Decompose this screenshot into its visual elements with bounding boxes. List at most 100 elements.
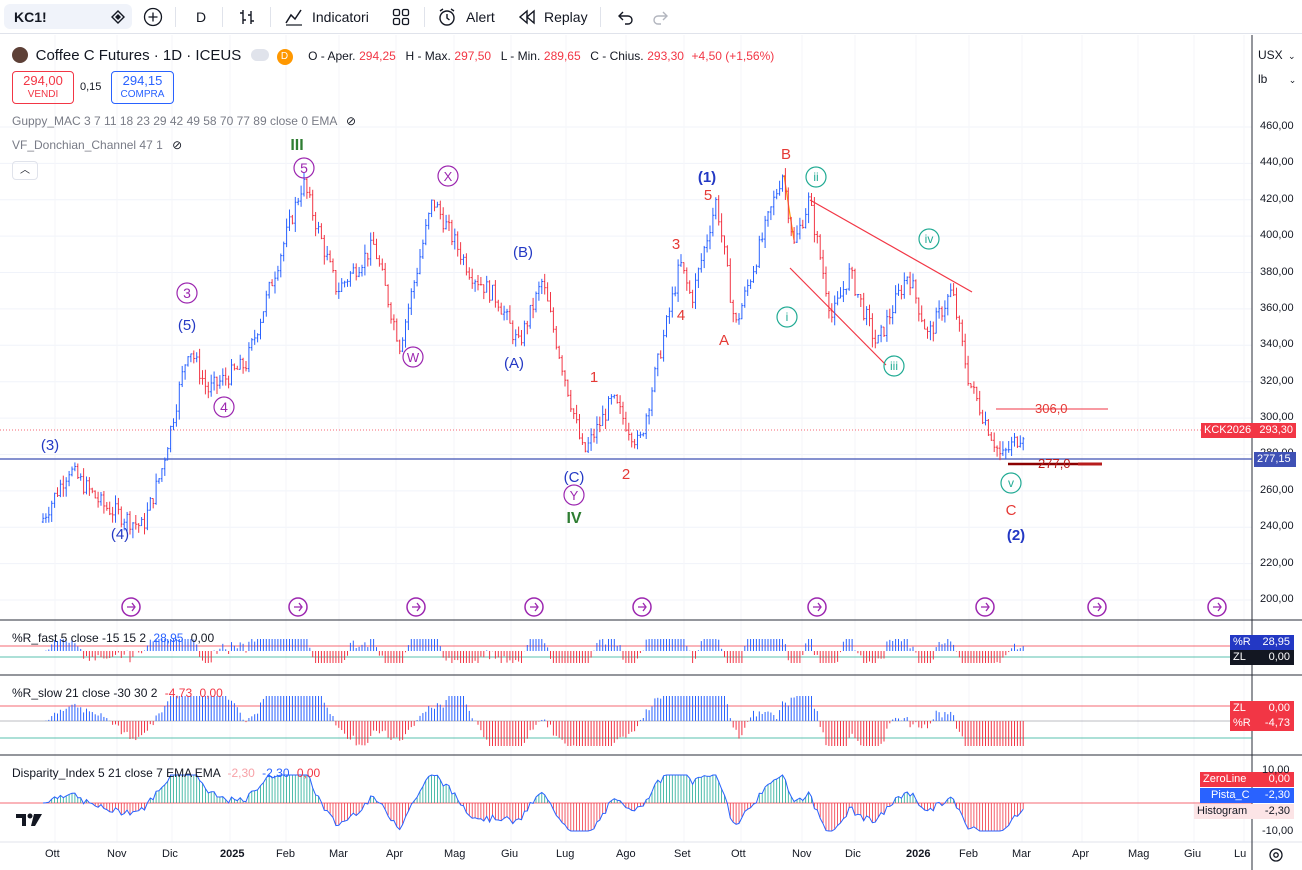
- tradingview-logo[interactable]: [14, 810, 46, 830]
- wave-C-paren: (C): [564, 469, 585, 486]
- unit-selector[interactable]: lb ⌄: [1258, 72, 1296, 86]
- event-marker: [288, 597, 308, 617]
- spread-value: 0,15: [80, 81, 102, 93]
- month-label: Nov: [107, 848, 127, 860]
- circled-labels-green: ii i iii iv v: [776, 166, 1022, 494]
- buy-button[interactable]: 294,15 COMPRA: [111, 71, 174, 104]
- last-price-tag: KCK2026: [1204, 424, 1252, 436]
- currency-label: USX: [1258, 48, 1283, 62]
- event-marker: [121, 597, 141, 617]
- wave-A-paren: (A): [504, 355, 524, 372]
- symbol-search-box[interactable]: KC1!: [4, 4, 132, 29]
- sell-label: VENDI: [27, 89, 59, 100]
- alert-icon[interactable]: [436, 6, 458, 28]
- circle-v-mark: [1000, 472, 1022, 494]
- line-277-label: 277,0: [1038, 456, 1071, 471]
- price-tick: 300,00: [1260, 411, 1294, 424]
- wave-3-paren: (3): [41, 437, 59, 454]
- alert-button[interactable]: Alert: [466, 9, 495, 25]
- arrow-right-icon: [1093, 602, 1102, 612]
- eye-off-icon[interactable]: ⊘: [346, 114, 357, 128]
- month-label: Ott: [45, 848, 60, 860]
- month-label: 2026: [906, 848, 931, 860]
- wave-B-paren: (B): [513, 244, 533, 261]
- last-price-badge: KCK2026 293,30: [1201, 423, 1296, 438]
- disparity-legend[interactable]: Disparity_Index 5 21 close 7 EMA EMA -2,…: [12, 766, 320, 780]
- disparity-tick-10: 10,00: [1262, 764, 1290, 776]
- wave-2-label: 2: [622, 466, 630, 483]
- layouts-icon[interactable]: [390, 6, 412, 28]
- eye-off-icon[interactable]: ⊘: [172, 138, 183, 152]
- rfast-badge-zl-value: 0,00: [1268, 651, 1290, 663]
- event-marker: [1207, 597, 1227, 617]
- indicators-button[interactable]: Indicatori: [312, 9, 369, 25]
- circle-v-label: v: [1008, 476, 1014, 490]
- compare-icon[interactable]: [108, 7, 128, 27]
- indicator-guppy[interactable]: Guppy_MAC 3 7 11 18 23 29 42 49 58 70 77…: [12, 114, 356, 128]
- circle-3-mark: [176, 282, 198, 304]
- hide-icon[interactable]: [250, 49, 269, 61]
- disparity-badge-hist-value: -2,30: [1264, 805, 1290, 817]
- close-value: 293,30: [647, 49, 684, 63]
- indicator-donchian[interactable]: VF_Donchian_Channel 47 1 ⊘: [12, 138, 182, 152]
- orange-trace: [783, 174, 795, 241]
- arrow-right-icon: [813, 602, 822, 612]
- symbol-label: KC1!: [14, 9, 47, 25]
- replay-icon[interactable]: [516, 6, 538, 28]
- disparity-value-2: -2,30: [262, 766, 290, 780]
- buy-price: 294,15: [122, 73, 163, 88]
- indicator-guppy-label: Guppy_MAC 3 7 11 18 23 29 42 49 58 70 77…: [12, 114, 337, 128]
- rfast-badge-zl-name: ZL: [1233, 651, 1246, 663]
- buy-label: COMPRA: [120, 89, 165, 100]
- arrow-right-icon: [1213, 602, 1222, 612]
- circle-i-mark: [776, 306, 798, 328]
- redo-icon[interactable]: [650, 6, 672, 28]
- circled-labels-purple: 5 3 4 W X Y: [176, 157, 585, 506]
- month-label: Feb: [959, 848, 978, 860]
- month-label: Lug: [556, 848, 575, 860]
- disparity-tick-neg10: -10,00: [1262, 825, 1294, 837]
- price-tick: 420,00: [1260, 192, 1294, 205]
- disparity-badge-pista: Pista_C -2,30: [1200, 788, 1294, 803]
- month-label: Lu: [1234, 848, 1247, 860]
- change-value: +4,50 (+1,56%): [691, 49, 775, 63]
- circle-iv-mark: [918, 228, 940, 250]
- top-toolbar: KC1! D Indicatori Alert Replay: [0, 0, 1302, 34]
- line-306-label: 306,0: [1035, 401, 1068, 416]
- sell-button[interactable]: 294,00 VENDI: [12, 71, 74, 104]
- open-value: 294,25: [359, 49, 396, 63]
- chart-title[interactable]: Coffee C Futures · 1D · ICEUS: [35, 47, 242, 64]
- price-tick: 240,00: [1260, 520, 1294, 533]
- month-label: Feb: [276, 848, 295, 860]
- collapse-legend-button[interactable]: ︿: [12, 161, 38, 180]
- rfast-legend[interactable]: %R_fast 5 close -15 15 2 28,95 0,00: [12, 631, 214, 645]
- rslow-badge-zl: ZL 0,00: [1230, 701, 1294, 716]
- rfast-badge-zl: ZL 0,00: [1230, 650, 1294, 665]
- wave-1-label: 1: [590, 369, 598, 386]
- wedge-upper-line: [809, 199, 973, 293]
- interval-button[interactable]: D: [196, 9, 207, 25]
- rslow-badge-r-name: %R: [1233, 717, 1251, 729]
- settings-icon[interactable]: [1268, 847, 1286, 865]
- price-tick: 200,00: [1260, 593, 1294, 605]
- wave-5-paren: (5): [178, 317, 196, 334]
- add-symbol-icon[interactable]: [142, 6, 164, 28]
- wave-IV-label: IV: [566, 510, 581, 527]
- price-tick: 260,00: [1260, 483, 1294, 496]
- chart-legend: Coffee C Futures · 1D · ICEUS D O - Aper…: [12, 47, 774, 65]
- indicators-icon[interactable]: [283, 6, 305, 28]
- circle-ii-mark: [805, 166, 827, 188]
- circle-4-mark: [213, 396, 235, 418]
- rslow-legend[interactable]: %R_slow 21 close -30 30 2 -4,73 0,00: [12, 686, 223, 700]
- symbol-logo-icon: [12, 47, 28, 63]
- event-marker: [975, 597, 995, 617]
- disparity-badge-hist: Histogram -2,30: [1194, 804, 1294, 819]
- currency-selector[interactable]: USX ⌄: [1258, 48, 1296, 62]
- undo-icon[interactable]: [614, 6, 636, 28]
- circle-3-label: 3: [183, 285, 191, 301]
- chart-type-icon[interactable]: [236, 6, 258, 28]
- replay-button[interactable]: Replay: [544, 9, 588, 25]
- rslow-histogram: [45, 696, 1024, 746]
- candles: [41, 168, 1025, 539]
